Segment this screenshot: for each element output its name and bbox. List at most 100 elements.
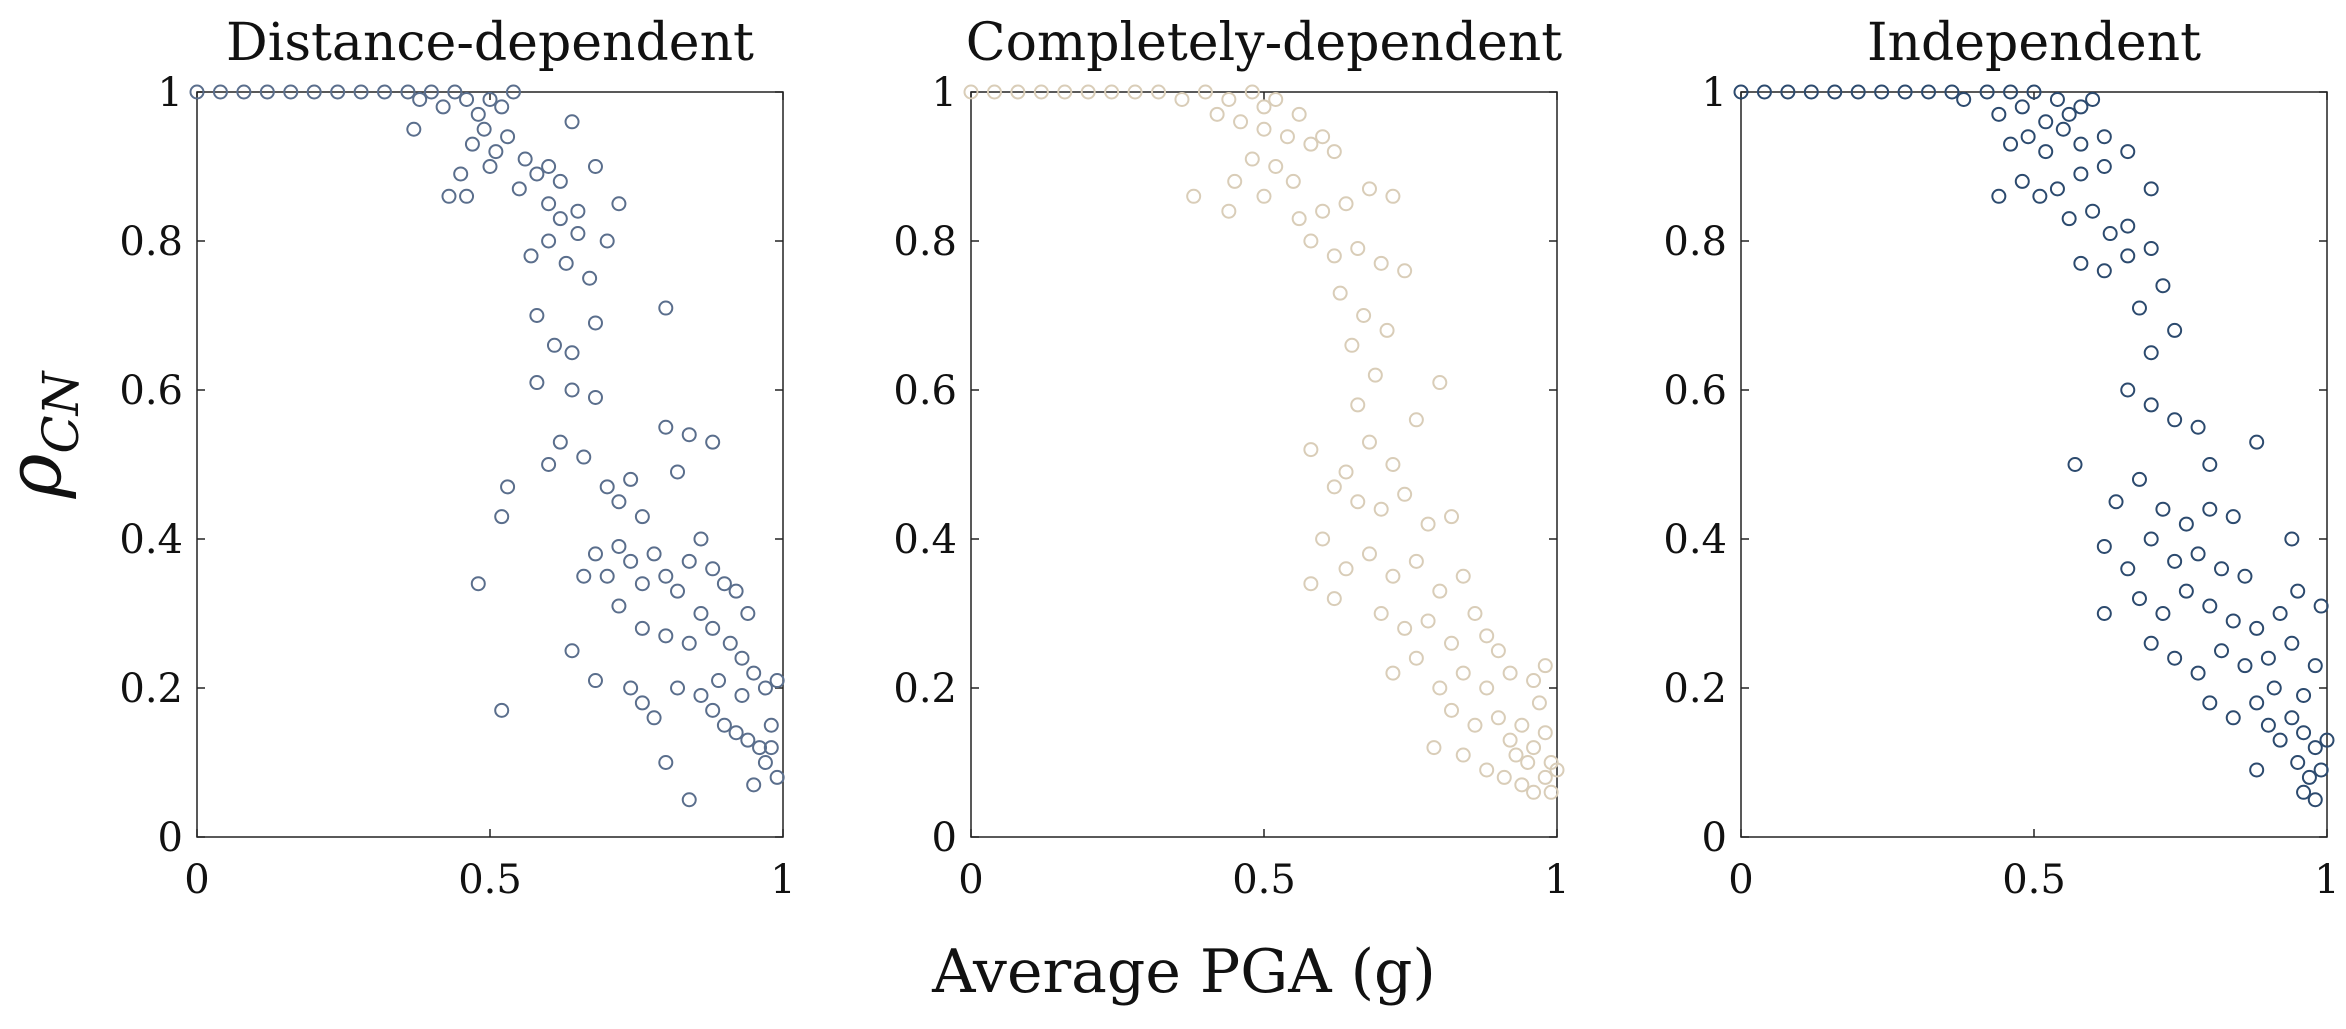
data-point [552, 211, 568, 227]
data-point [283, 84, 299, 100]
data-point [716, 576, 732, 592]
data-point [1197, 84, 1213, 100]
data-point [189, 84, 205, 100]
data-point [2096, 538, 2112, 554]
data-point [1326, 591, 1342, 607]
data-point [2266, 680, 2282, 696]
data-point [464, 136, 480, 152]
data-point [1520, 755, 1536, 770]
y-tick-label: 0.2 [119, 666, 183, 712]
data-point [734, 687, 750, 703]
data-point [1502, 732, 1518, 748]
data-point [2131, 471, 2147, 487]
data-point [1479, 680, 1495, 696]
data-point [1010, 84, 1026, 100]
data-point [1186, 188, 1202, 204]
data-point [2143, 635, 2159, 651]
data-point [2096, 129, 2112, 145]
x-axis-label: Average PGA (g) [931, 937, 1436, 1007]
data-point [746, 665, 762, 681]
data-point [1397, 486, 1413, 502]
data-point [1361, 181, 1377, 197]
data-point [1356, 308, 1372, 323]
data-point [611, 598, 627, 614]
data-point [681, 427, 697, 443]
data-point [757, 680, 773, 696]
data-point [1104, 84, 1120, 100]
data-point [2003, 84, 2019, 100]
data-point [441, 188, 457, 204]
y-tick-label: 0.2 [893, 666, 957, 712]
y-tick-label: 0.4 [893, 517, 957, 563]
data-point [2190, 546, 2206, 562]
data-point [2155, 501, 2171, 517]
data-point [2307, 658, 2323, 674]
data-point [1502, 665, 1518, 681]
data-point [728, 583, 744, 599]
data-point [1432, 680, 1448, 696]
data-point [1455, 568, 1471, 584]
data-point [552, 173, 568, 189]
data-point [570, 203, 586, 219]
data-point [2301, 769, 2317, 785]
data-point [1080, 84, 1096, 100]
data-point [2096, 606, 2112, 621]
data-point [330, 84, 346, 100]
data-point [722, 635, 738, 651]
data-point [2167, 553, 2183, 569]
data-point [435, 99, 451, 115]
data-point [1233, 114, 1249, 130]
data-point [2214, 561, 2230, 577]
data-point [476, 121, 492, 137]
data-point [2014, 173, 2030, 189]
data-point [1367, 367, 1383, 383]
data-point [2026, 84, 2042, 100]
data-point [1033, 84, 1049, 100]
data-point [470, 106, 486, 122]
data-point [1279, 129, 1295, 145]
data-point [529, 375, 545, 391]
data-point [646, 546, 662, 562]
data-point [1756, 84, 1772, 100]
data-point [634, 576, 650, 592]
data-point [2120, 144, 2136, 160]
data-point [1303, 576, 1319, 592]
data-point [1350, 240, 1366, 256]
data-point [1244, 84, 1260, 100]
data-point [1174, 91, 1190, 107]
data-point [1385, 665, 1401, 681]
data-point [453, 166, 469, 182]
data-point [2143, 397, 2159, 413]
y-tick-label: 0.2 [1663, 666, 1727, 712]
data-point [746, 777, 762, 793]
data-point [2202, 695, 2218, 711]
data-point [693, 606, 709, 621]
data-point [1733, 84, 1749, 100]
data-point [2085, 203, 2101, 219]
data-point [705, 702, 721, 718]
data-point [2260, 650, 2276, 666]
y-tick-label: 0.8 [893, 219, 957, 265]
data-point [1373, 501, 1389, 517]
data-point [2249, 434, 2265, 450]
data-point [2014, 99, 2030, 115]
data-point [2249, 695, 2265, 711]
data-point [552, 434, 568, 450]
data-point [2096, 159, 2112, 174]
y-tick-label: 0 [158, 815, 183, 861]
data-point [1467, 606, 1483, 621]
data-point [587, 389, 603, 405]
data-point [2272, 606, 2288, 621]
data-point [623, 553, 639, 569]
data-point [2190, 419, 2206, 435]
x-tick-label: 0 [184, 857, 209, 903]
data-point [1350, 494, 1366, 510]
data-point [681, 792, 697, 808]
data-point [2260, 717, 2276, 733]
data-point [2073, 166, 2089, 182]
data-point [2155, 278, 2171, 294]
data-point [1426, 740, 1442, 756]
data-point [1467, 717, 1483, 733]
